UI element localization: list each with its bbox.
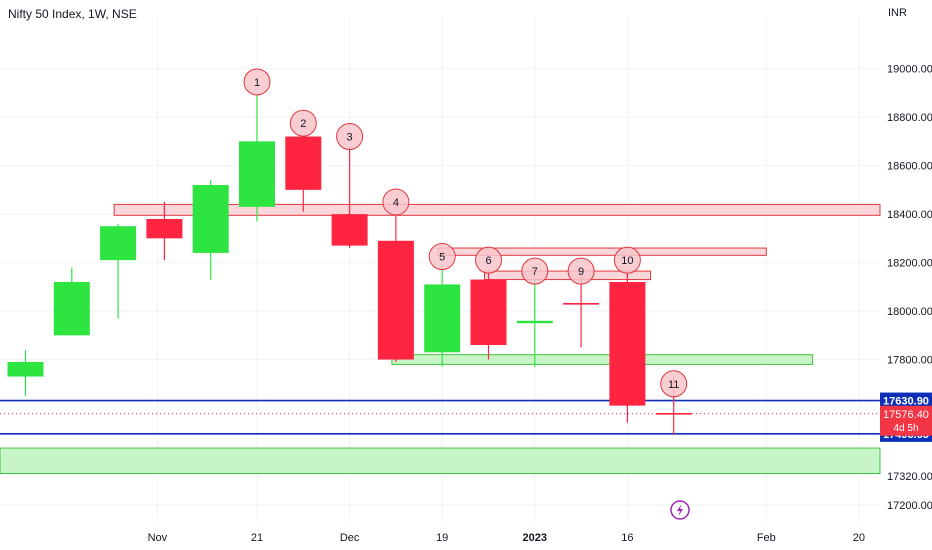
current-price-label: 17576.40 xyxy=(883,409,929,421)
y-tick-label: 18600.00 xyxy=(887,161,932,173)
candle-body xyxy=(285,136,322,190)
y-tick-label: 17800.00 xyxy=(887,355,932,367)
x-tick-label: Nov xyxy=(148,532,168,544)
annotation-label: 2 xyxy=(300,118,306,130)
x-tick-label: 2023 xyxy=(523,532,547,544)
y-tick-label: 18200.00 xyxy=(887,258,932,270)
resistance-zone[interactable] xyxy=(113,203,881,216)
lightning-icon[interactable] xyxy=(670,500,690,520)
x-tick-label: 20 xyxy=(853,532,865,544)
candle[interactable] xyxy=(146,201,183,261)
price-badge xyxy=(880,392,932,409)
candle-body xyxy=(146,218,183,239)
candle[interactable] xyxy=(424,265,461,367)
annotation-label: 7 xyxy=(532,266,538,278)
candle-body xyxy=(100,226,137,261)
candle-body xyxy=(239,141,275,207)
candle[interactable] xyxy=(100,223,137,319)
candle[interactable] xyxy=(285,136,322,212)
candle[interactable] xyxy=(239,95,275,222)
annotation-label: 4 xyxy=(393,197,399,209)
annotation-marker[interactable]: 6 xyxy=(475,246,502,274)
y-tick-label: 18000.00 xyxy=(887,306,932,318)
support-zone[interactable] xyxy=(391,354,814,365)
candle[interactable] xyxy=(192,180,229,280)
annotation-label: 9 xyxy=(578,266,584,278)
y-tick-label: 17320.00 xyxy=(887,471,932,483)
annotation-circle xyxy=(567,257,595,285)
candle-body xyxy=(424,284,461,353)
candle-body xyxy=(516,320,553,324)
chart-title: Nifty 50 Index, 1W, NSE xyxy=(8,7,137,21)
annotation-marker[interactable]: 3 xyxy=(336,123,364,151)
x-tick-label: 16 xyxy=(621,532,633,544)
x-tick-label: Feb xyxy=(757,532,776,544)
annotation-circle xyxy=(660,370,688,398)
currency-label: INR xyxy=(888,7,907,19)
price-badge-label: 17630.90 xyxy=(883,396,929,408)
countdown-label: 4d 5h xyxy=(893,423,918,434)
annotation-label: 10 xyxy=(621,255,633,267)
candle[interactable] xyxy=(331,146,368,249)
current-price-badge xyxy=(880,405,932,436)
annotation-marker[interactable]: 4 xyxy=(382,188,410,216)
annotation-marker[interactable]: 9 xyxy=(567,257,595,285)
annotation-circle xyxy=(613,246,641,274)
support-zone[interactable] xyxy=(0,447,881,475)
annotation-label: 5 xyxy=(439,252,445,264)
candle-body xyxy=(377,240,414,360)
candle-body xyxy=(192,185,229,253)
y-tick-label: 17200.00 xyxy=(887,500,932,512)
candle[interactable] xyxy=(53,267,90,336)
annotation-label: 3 xyxy=(347,132,353,144)
annotation-label: 1 xyxy=(254,77,260,89)
annotation-circle xyxy=(428,243,456,271)
annotation-marker[interactable]: 7 xyxy=(521,257,549,285)
annotation-circle xyxy=(382,188,410,216)
annotation-circle xyxy=(336,123,364,151)
resistance-zone[interactable] xyxy=(484,270,652,281)
candle[interactable] xyxy=(609,269,646,423)
y-tick-label: 18400.00 xyxy=(887,209,932,221)
candle[interactable] xyxy=(470,272,507,360)
annotation-circle xyxy=(289,109,317,137)
candle-body xyxy=(7,361,44,377)
annotation-circle xyxy=(521,257,549,285)
candle[interactable] xyxy=(563,277,600,348)
candle[interactable] xyxy=(7,349,44,396)
y-tick-label: 19000.00 xyxy=(887,64,932,76)
candle-body xyxy=(53,281,90,336)
candle-body xyxy=(609,281,646,406)
x-tick-label: 21 xyxy=(251,532,263,544)
annotation-marker[interactable]: 10 xyxy=(613,246,641,274)
annotation-label: 6 xyxy=(485,255,491,267)
annotation-label: 11 xyxy=(668,379,679,391)
candle[interactable] xyxy=(516,277,553,367)
annotation-marker[interactable]: 2 xyxy=(289,109,317,137)
annotation-circle xyxy=(243,68,271,96)
x-tick-label: Dec xyxy=(340,532,360,544)
candle[interactable] xyxy=(377,214,414,362)
x-tick-label: 19 xyxy=(436,532,448,544)
annotation-marker[interactable]: 11 xyxy=(660,370,688,398)
candle-body xyxy=(470,279,507,346)
y-tick-label: 18800.00 xyxy=(887,112,932,124)
annotation-marker[interactable]: 5 xyxy=(428,243,456,271)
candle-body xyxy=(331,214,368,246)
lightning-bolt xyxy=(677,504,683,516)
annotation-marker[interactable]: 1 xyxy=(243,68,271,96)
annotation-circle xyxy=(475,246,502,274)
